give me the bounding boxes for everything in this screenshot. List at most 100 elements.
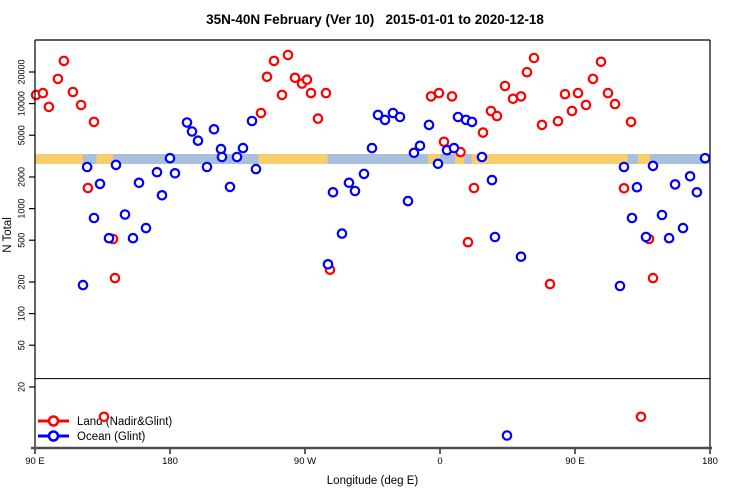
land-point: [647, 272, 659, 284]
land-point: [566, 105, 578, 117]
land-point: [52, 73, 64, 85]
land-point: [559, 88, 571, 100]
y-tick-label: 20000: [16, 59, 26, 84]
ocean-point: [237, 142, 249, 154]
land-point: [261, 71, 273, 83]
x-axis-title: Longitude (deg E): [327, 475, 419, 487]
x-tick-label: 0: [437, 456, 442, 467]
ocean-point: [486, 174, 498, 186]
ocean-point: [103, 232, 115, 244]
land-point: [312, 113, 324, 124]
ocean-point: [336, 228, 348, 239]
land-point: [602, 87, 614, 99]
y-tick-label: 500: [16, 233, 26, 248]
ocean-point: [402, 195, 414, 207]
ocean-point: [181, 117, 193, 128]
ocean-point: [408, 147, 420, 159]
ocean-point: [448, 142, 460, 154]
land-point: [82, 182, 94, 194]
land-point: [477, 127, 489, 138]
ocean-point: [414, 140, 426, 152]
ocean-point: [81, 161, 93, 173]
ocean-point: [110, 159, 122, 171]
land-band-segment: [455, 154, 464, 164]
ocean-point: [684, 171, 696, 182]
land-point: [255, 107, 267, 119]
land-point: [552, 115, 564, 127]
land-point: [625, 116, 637, 128]
ocean-point: [691, 187, 703, 198]
land-point: [88, 116, 100, 128]
y-tick-label: 10000: [16, 91, 26, 116]
ocean-point: [208, 124, 220, 135]
y-tick-label: 200: [16, 274, 26, 289]
ocean-point: [231, 151, 243, 163]
ocean-point: [669, 179, 681, 190]
ocean-point: [476, 151, 488, 163]
land-point: [98, 411, 110, 423]
ocean-point: [127, 232, 139, 244]
x-tick-label: 90 E: [25, 456, 45, 467]
chart-title: 35N-40N February (Ver 10) 2015-01-01 to …: [206, 12, 544, 27]
land-point: [301, 74, 313, 85]
ocean-point: [394, 111, 406, 123]
legend-label: Ocean (Glint): [77, 431, 146, 443]
x-tick-label: 180: [702, 456, 718, 467]
land-point: [618, 183, 630, 194]
ocean-point: [140, 222, 152, 234]
land-point: [491, 110, 503, 122]
x-tick-label: 180: [162, 456, 178, 467]
ocean-point: [614, 280, 626, 292]
land-point: [109, 272, 121, 284]
ocean-point: [640, 231, 652, 243]
land-band-segment: [471, 154, 628, 164]
ocean-point: [246, 115, 258, 127]
ocean-point: [94, 178, 106, 190]
ocean-point: [169, 168, 181, 179]
ocean-point: [501, 430, 513, 441]
land-point: [528, 52, 540, 64]
land-band-segment: [96, 154, 113, 164]
y-tick-label: 5000: [16, 125, 26, 145]
land-point: [544, 278, 556, 290]
ocean-point: [656, 209, 668, 221]
land-point: [438, 136, 450, 148]
land-point: [433, 87, 445, 99]
land-point: [446, 91, 458, 102]
legend-marker-icon: [47, 430, 60, 442]
ocean-point: [358, 168, 370, 180]
land-point: [595, 56, 607, 68]
ocean-point: [119, 209, 131, 220]
ocean-point: [151, 166, 163, 178]
land-point: [587, 73, 599, 85]
ocean-point: [699, 152, 711, 164]
land-point: [499, 80, 511, 92]
ocean-point: [164, 152, 176, 164]
legend-label: Land (Nadir&Glint): [77, 416, 172, 428]
land-point: [572, 87, 584, 99]
ocean-point: [372, 109, 384, 121]
ocean-point: [192, 135, 204, 146]
ocean-point: [88, 212, 100, 224]
ocean-point: [343, 177, 355, 189]
land-point: [37, 87, 49, 99]
ocean-point: [379, 114, 391, 126]
y-tick-label: 1000: [16, 199, 26, 219]
ocean-point: [515, 251, 527, 263]
land-point: [289, 72, 301, 84]
land-point: [305, 87, 317, 99]
land-point: [320, 87, 332, 99]
ocean-point: [322, 258, 334, 270]
land-band-segment: [428, 154, 440, 164]
ocean-point: [77, 279, 89, 291]
ocean-point: [677, 222, 689, 234]
land-band-segment: [258, 154, 328, 164]
x-tick-label: 90 W: [294, 456, 316, 467]
ocean-point: [466, 116, 478, 128]
ocean-point: [631, 181, 643, 193]
ocean-point: [366, 142, 378, 154]
land-point: [462, 236, 474, 248]
ocean-point: [489, 231, 501, 243]
y-tick-label: 50: [16, 340, 26, 350]
